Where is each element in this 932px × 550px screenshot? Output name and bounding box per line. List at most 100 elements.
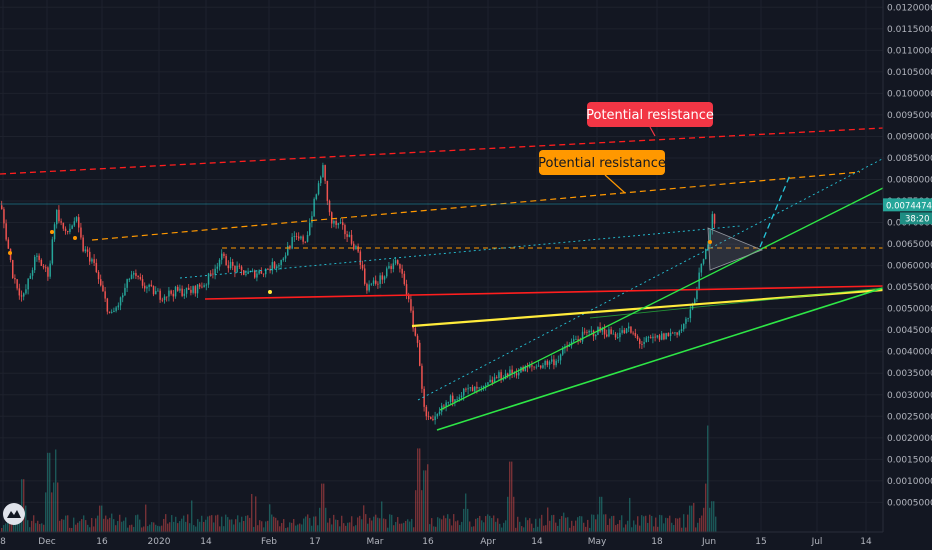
candle-body [115,307,117,311]
volume-bar [139,519,141,532]
candle-body [610,329,612,334]
volume-bar [23,479,25,532]
candle-body [155,291,157,295]
candle-body [656,335,659,338]
volume-bar [409,521,411,532]
volume-bar [129,525,131,532]
volume-bar [665,517,667,532]
candle-body [38,255,40,260]
time-axis[interactable]: 8 Dec 16 2020 14 Feb 17 Mar 16 Apr 14 May 18 Jun 15 Jul… [0,531,883,547]
volume-bar [495,521,497,532]
candle-body [680,329,683,331]
candle-body [265,269,267,275]
volume-bar [609,518,611,532]
volume-bar [561,516,563,532]
volume-bar [303,518,305,532]
candle-body [476,386,478,389]
candle-body [687,318,689,319]
price-tick-label: 0.00650000 [887,240,932,250]
volume-bar [73,517,75,532]
volume-bar [453,514,455,532]
candle-body [632,332,634,334]
candle-body [199,284,201,287]
volume-bar [465,493,467,532]
volume-bar [141,527,143,532]
volume-bar [333,514,335,532]
volume-bar [309,518,311,532]
volume-bar [537,526,539,532]
volume-bar [81,519,83,532]
candle-body [397,260,399,265]
candle-body [410,299,412,311]
time-tick-label: Jul [811,537,823,547]
candle-body [617,337,619,339]
volume-bar [589,527,591,532]
candle-body [183,293,186,296]
candle-body [328,200,331,213]
candle-body [256,273,258,278]
candle-body [568,345,571,347]
candle-body [509,369,511,376]
volume-bar [663,523,665,532]
candle-body [665,333,667,340]
candle-body [3,209,5,224]
volume-bar [377,517,379,532]
volume-bar [349,522,351,532]
candle-body [218,259,221,267]
volume-bar [577,517,579,532]
volume-bar [683,514,685,532]
volume-bar [429,524,431,532]
candle-body [97,272,100,280]
signal-marker [268,290,272,294]
volume-bar [555,522,557,532]
trendline-drawings[interactable] [0,127,885,431]
candle-body [364,268,366,284]
volume-bar [55,449,57,532]
candle-body [75,217,78,222]
volume-bar [705,483,707,532]
candle-body [152,286,155,295]
candle-body [432,419,434,421]
time-tick-label: Apr [480,537,496,547]
candle-body [91,259,93,262]
candle-body [353,243,355,250]
candle-body [14,278,16,280]
volume-bar [135,515,137,532]
orange-resistance-callout-box [539,150,665,175]
time-tick-label: 18 [651,537,663,547]
countdown-value: 38:20 [905,214,930,224]
candle-body [346,234,348,237]
volume-bar [343,523,345,532]
volume-bar [655,517,657,532]
volume-bar [275,517,277,532]
volume-bar [217,514,219,532]
candle-body [654,336,656,338]
volume-bar [63,519,65,532]
volume-bar [201,515,203,532]
annotation-callouts[interactable]: Potential resistance Potential resistance [538,102,714,194]
candle-body [515,373,518,376]
tradingview-logo-icon[interactable] [3,503,25,525]
candle-body [12,260,14,279]
candle-body [535,366,538,368]
volume-bar [107,519,109,532]
candle-body [29,275,32,279]
volume-bar [279,526,281,532]
volume-bar [521,526,523,532]
candle-body [16,279,18,289]
volume-bar [253,526,255,532]
candle-body [337,223,340,225]
candle-body [449,395,452,402]
teal-projection-line [759,174,791,248]
candle-body [238,265,241,267]
volume-bar [693,502,695,532]
volume-bar [291,522,293,532]
volume-bar [597,514,599,532]
candle-body [148,284,150,287]
volume-bar [641,515,643,532]
candle-body [445,402,447,407]
candle-body [562,348,564,355]
volume-bar [243,520,245,532]
volume-bar [219,526,221,532]
